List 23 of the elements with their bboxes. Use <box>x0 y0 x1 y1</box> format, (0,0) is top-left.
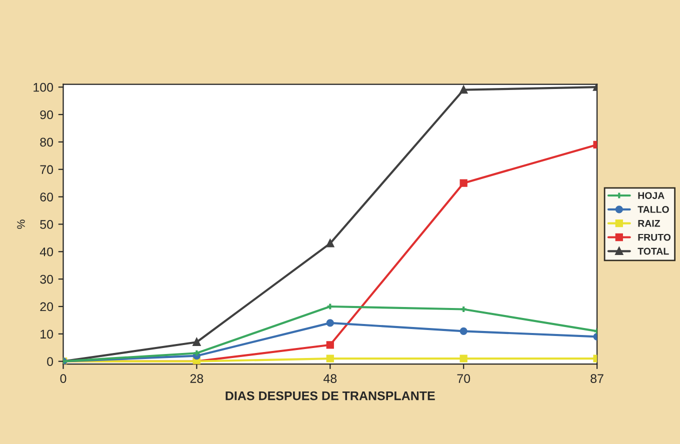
x-tick-label: 28 <box>190 374 204 383</box>
x-tick-label: 0 <box>60 374 66 383</box>
legend-label: FRUTO <box>638 234 671 241</box>
y-axis-title: % <box>17 220 25 229</box>
y-tick-label: 0 <box>47 357 54 366</box>
y-tick-label: 40 <box>40 247 54 256</box>
y-tick-label: 90 <box>40 110 54 120</box>
x-axis-title: DIAS DESPUES DE TRANSPLANTE <box>226 391 435 400</box>
y-tick-label: 60 <box>40 192 54 202</box>
y-tick-label: 80 <box>40 138 54 147</box>
x-tick-label: 70 <box>457 374 470 383</box>
y-tick-label: 100 <box>34 82 54 92</box>
x-tick-label: 48 <box>323 374 337 383</box>
legend-label: TOTAL <box>638 248 669 255</box>
y-tick-label: 30 <box>40 274 54 284</box>
y-tick-label: 50 <box>40 220 54 229</box>
legend-label: HOJA <box>638 192 664 199</box>
y-tick-label: 10 <box>40 330 54 339</box>
y-tick-label: 20 <box>40 302 54 312</box>
legend-label: RAIZ <box>638 220 660 227</box>
legend-label: TALLO <box>638 206 669 213</box>
y-tick-label: 70 <box>40 165 54 174</box>
x-tick-label: 87 <box>590 374 604 383</box>
